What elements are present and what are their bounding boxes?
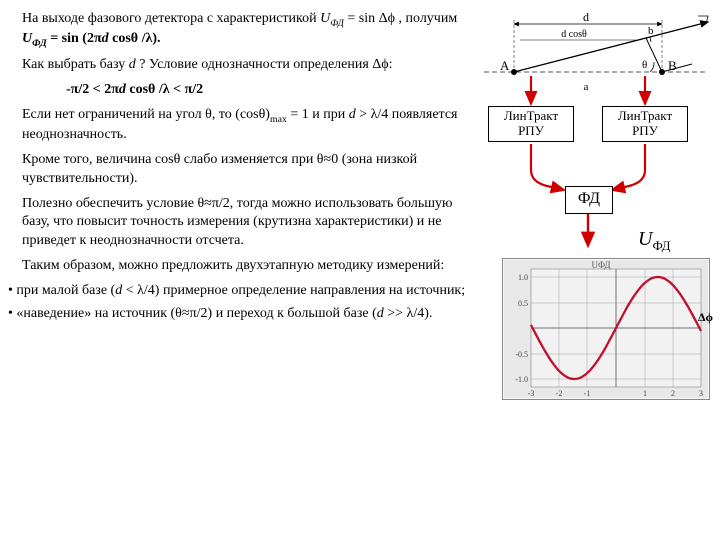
svg-text:3: 3 — [699, 389, 703, 398]
svg-text:-2: -2 — [556, 389, 563, 398]
block-receiver-b: ЛинТракт РПУ — [602, 106, 688, 142]
b-label: b — [648, 25, 654, 37]
inequality: -π/2 < 2πd cosθ /λ < π/2 — [66, 81, 474, 100]
B-label: B — [668, 58, 677, 73]
sine-chart: UФД — [502, 258, 710, 400]
theta-label: θ — [642, 59, 647, 71]
svg-text:1: 1 — [643, 389, 647, 398]
svg-text:-1.0: -1.0 — [515, 375, 528, 384]
bullet-list: при малой базе (d < λ/4) примерное опред… — [8, 282, 474, 324]
svg-text:1.0: 1.0 — [518, 273, 528, 282]
para-2: Как выбрать базу d ? Условие однозначнос… — [22, 56, 474, 75]
geometry-diagram: d d cosθ θ A B a b — [482, 10, 712, 104]
A-label: A — [500, 58, 510, 73]
dcost-label: d cosθ — [561, 29, 587, 40]
svg-text:-1: -1 — [584, 389, 591, 398]
para-3: Если нет ограничений на угол θ, то (cosθ… — [22, 106, 474, 145]
svg-text:-0.5: -0.5 — [515, 350, 528, 359]
para-1: На выходе фазового детектора с характери… — [22, 10, 474, 50]
para-6: Таким образом, можно предложить двухэтап… — [22, 257, 474, 276]
block-receiver-a: ЛинТракт РПУ — [488, 106, 574, 142]
text-column: На выходе фазового детектора с характери… — [22, 10, 482, 532]
phase-detector-block: ФД — [565, 186, 613, 214]
right-column: d d cosθ θ A B a b ЛинТракт РПУ ЛинТракт… — [482, 10, 712, 532]
svg-text:-3: -3 — [528, 389, 535, 398]
svg-text:0.5: 0.5 — [518, 299, 528, 308]
svg-text:UФД: UФД — [592, 260, 611, 270]
ufd-symbol: UФД — [638, 226, 670, 255]
d-label: d — [583, 10, 589, 24]
bullet-1: при малой базе (d < λ/4) примерное опред… — [8, 282, 474, 301]
para-4: Кроме того, величина cosθ слабо изменяет… — [22, 151, 474, 189]
bullet-2: «наведение» на источник (θ≈π/2) и перехо… — [8, 305, 474, 324]
chart-x-axis-label: Δϕ — [698, 309, 713, 325]
a-label: a — [584, 81, 589, 93]
para-5: Полезно обеспечить условие θ≈π/2, тогда … — [22, 195, 474, 252]
svg-text:2: 2 — [671, 389, 675, 398]
